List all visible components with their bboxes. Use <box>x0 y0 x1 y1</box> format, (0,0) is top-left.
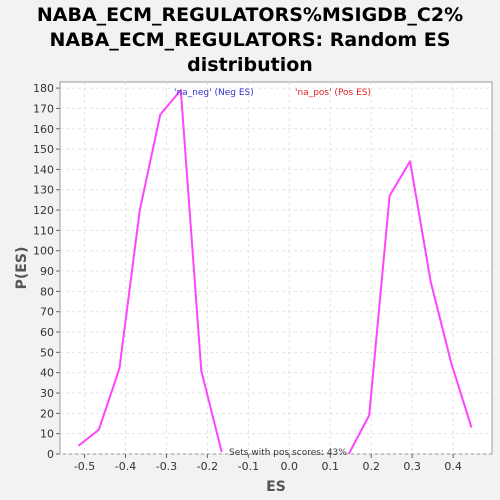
y-tick-label: 50 <box>40 346 54 359</box>
y-tick-label: 120 <box>33 204 54 217</box>
x-tick-label: 0.4 <box>444 460 462 473</box>
x-tick-label: 0.2 <box>362 460 380 473</box>
y-tick-label: 130 <box>33 184 54 197</box>
pos-scores-annotation: Sets with pos scores: 43% <box>229 448 347 458</box>
y-tick-label: 30 <box>40 387 54 400</box>
y-tick-label: 100 <box>33 245 54 258</box>
x-tick-label: -0.1 <box>238 460 259 473</box>
y-tick-label: 150 <box>33 143 54 156</box>
y-tick-label: 160 <box>33 123 54 136</box>
y-tick-label: 90 <box>40 265 54 278</box>
x-tick-label: -0.4 <box>115 460 136 473</box>
legend-pos-entry: 'na_pos' (Pos ES) <box>295 88 371 98</box>
plot-area <box>60 82 492 454</box>
y-tick-label: 80 <box>40 285 54 298</box>
x-axis-title: ES <box>266 479 286 495</box>
y-tick-label: 170 <box>33 102 54 115</box>
y-axis-title: P(ES) <box>14 247 30 290</box>
y-tick-label: 20 <box>40 407 54 420</box>
y-tick-label: 10 <box>40 428 54 441</box>
y-tick-label: 110 <box>33 224 54 237</box>
y-tick-label: 180 <box>33 82 54 95</box>
y-tick-label: 140 <box>33 163 54 176</box>
x-tick-label: 0.0 <box>281 460 299 473</box>
x-tick-label: -0.3 <box>156 460 177 473</box>
y-tick-label: 60 <box>40 326 54 339</box>
x-tick-label: 0.3 <box>403 460 421 473</box>
x-tick-label: 0.1 <box>322 460 340 473</box>
x-tick-label: -0.2 <box>197 460 218 473</box>
y-tick-label: 0 <box>47 448 54 461</box>
legend-neg-entry: 'na_neg' (Neg ES) <box>174 88 254 98</box>
y-tick-label: 70 <box>40 306 54 319</box>
y-tick-label: 40 <box>40 367 54 380</box>
x-tick-label: -0.5 <box>74 460 95 473</box>
